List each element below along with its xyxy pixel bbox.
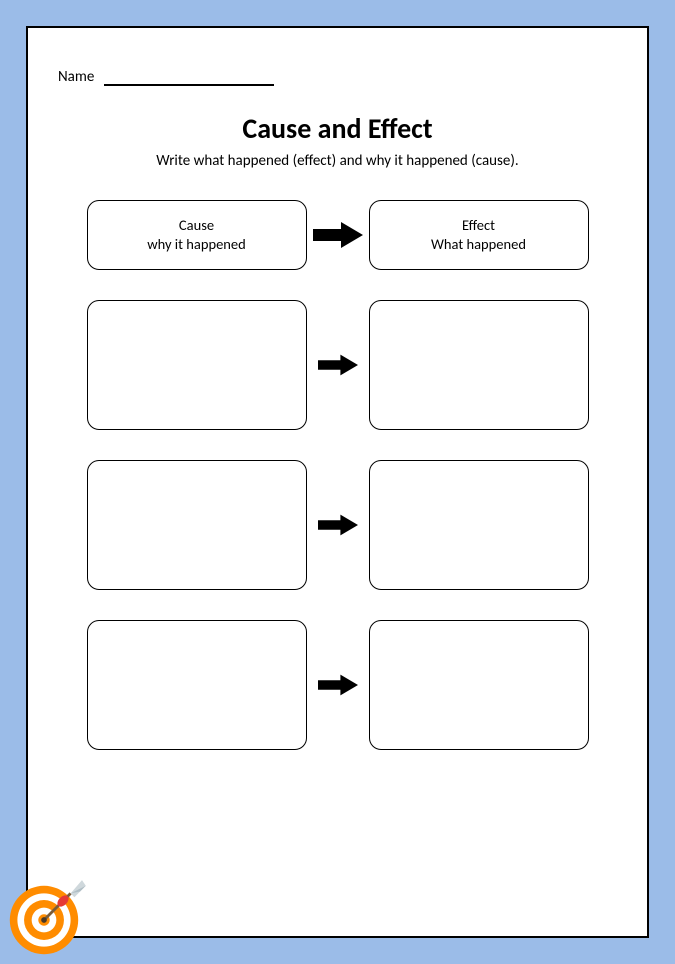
entry-row: [58, 460, 617, 590]
name-input-line[interactable]: [104, 84, 274, 86]
cause-box[interactable]: [87, 460, 307, 590]
entry-row: [58, 620, 617, 750]
arrow-right-icon: [313, 220, 363, 250]
effect-box[interactable]: [369, 300, 589, 430]
header-row: Cause why it happened Effect What happen…: [58, 200, 617, 270]
page-title: Cause and Effect: [58, 111, 617, 146]
arrow-wrap: [307, 513, 369, 537]
page-subtitle: Write what happened (effect) and why it …: [58, 152, 617, 170]
arrow-wrap: [307, 673, 369, 697]
cause-header-line2: why it happened: [147, 235, 245, 254]
arrow-right-icon: [318, 673, 358, 697]
worksheet-page: Name Cause and Effect Write what happene…: [26, 26, 649, 938]
target-dart-icon: [6, 863, 101, 958]
name-label: Name: [58, 68, 94, 86]
arrow-right-icon: [318, 353, 358, 377]
entry-row: [58, 300, 617, 430]
effect-header-box: Effect What happened: [369, 200, 589, 270]
arrow-right-icon: [318, 513, 358, 537]
arrow-wrap: [307, 353, 369, 377]
effect-box[interactable]: [369, 460, 589, 590]
effect-box[interactable]: [369, 620, 589, 750]
arrow-wrap: [307, 220, 369, 250]
name-row: Name: [58, 68, 617, 86]
cause-header-box: Cause why it happened: [87, 200, 307, 270]
cause-box[interactable]: [87, 300, 307, 430]
cause-header-line1: Cause: [179, 216, 214, 235]
effect-header-line1: Effect: [462, 216, 495, 235]
cause-box[interactable]: [87, 620, 307, 750]
effect-header-line2: What happened: [431, 235, 526, 254]
rows-container: Cause why it happened Effect What happen…: [58, 200, 617, 750]
